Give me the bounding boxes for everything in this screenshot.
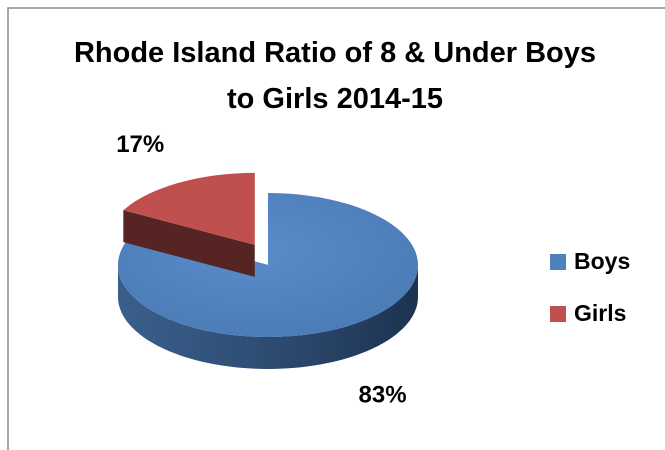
pie-slice — [123, 172, 255, 277]
slice-side — [118, 265, 418, 369]
legend-swatch — [550, 254, 566, 270]
data-label: 83% — [359, 382, 407, 409]
slice-top — [118, 193, 418, 337]
data-label: 17% — [116, 131, 164, 158]
slice-top — [123, 172, 255, 245]
chart-border — [7, 7, 665, 450]
legend-label: Boys — [574, 248, 630, 274]
legend-label: Girls — [574, 300, 626, 326]
slice-cut-face — [123, 210, 255, 277]
legend-swatch — [550, 306, 566, 322]
chart-title: Rhode Island Ratio of 8 & Under Boys to … — [73, 37, 597, 115]
